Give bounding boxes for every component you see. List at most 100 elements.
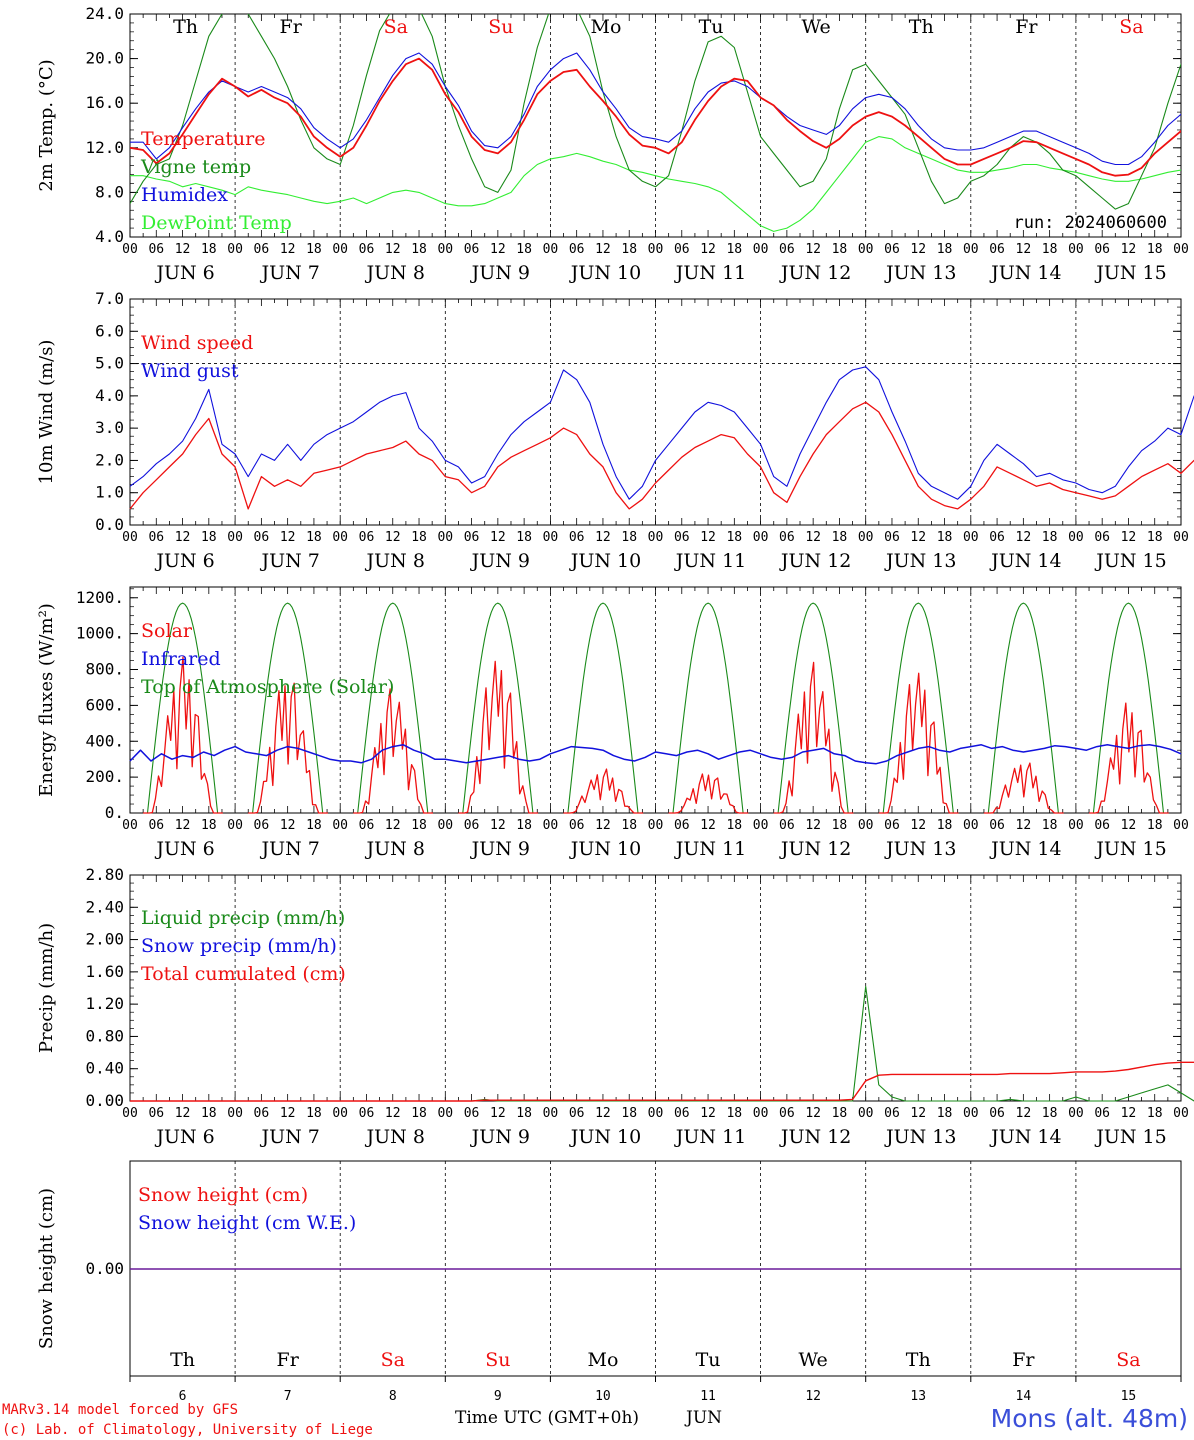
date-label: JUN 7 (259, 1126, 319, 1148)
hour-label: 12 (385, 1106, 401, 1121)
y-tick-label: 200. (85, 767, 124, 786)
y-tick-label: 800. (85, 660, 124, 679)
date-label: JUN 8 (365, 262, 425, 284)
hour-label: 18 (621, 242, 637, 257)
date-label: JUN 9 (470, 1126, 530, 1148)
toa-curve (353, 602, 433, 814)
hour-label: 12 (490, 530, 506, 545)
hour-label: 06 (148, 530, 164, 545)
weekday-label: Fr (1012, 1349, 1035, 1371)
hour-label: 06 (148, 242, 164, 257)
hour-label: 18 (516, 242, 532, 257)
date-label: JUN 13 (884, 838, 956, 860)
hour-label: 12 (910, 242, 926, 257)
weekday-label: Mo (590, 16, 621, 38)
y-tick-label: 0.00 (85, 1259, 124, 1278)
hour-label: 00 (648, 530, 664, 545)
legend-entry: Snow height (cm) (138, 1184, 308, 1206)
date-label: JUN 15 (1094, 550, 1166, 572)
date-label: JUN 15 (1094, 262, 1166, 284)
hour-label: 00 (543, 818, 559, 833)
hour-label: 00 (648, 242, 664, 257)
solar-curve (773, 661, 854, 814)
hour-label: 18 (306, 1106, 322, 1121)
footer-model: MARv3.14 model forced by GFS (2, 1402, 238, 1418)
hour-label: 18 (832, 530, 848, 545)
date-label: JUN 11 (674, 838, 746, 860)
toa-curve (248, 602, 328, 814)
hour-label: 18 (201, 242, 217, 257)
hour-label: 18 (937, 1106, 953, 1121)
weekday-label: We (799, 1349, 828, 1371)
y-tick-label: 0.40 (85, 1059, 124, 1078)
hour-label: 12 (1016, 818, 1032, 833)
y-tick-label: 0.0 (95, 515, 124, 534)
hour-label: 12 (700, 1106, 716, 1121)
hour-label: 00 (858, 242, 874, 257)
hour-label: 18 (411, 530, 427, 545)
toa-curve (458, 602, 538, 814)
y-axis-label: 10m Wind (m/s) (36, 340, 57, 485)
hour-label: 12 (700, 818, 716, 833)
hour-label: 06 (674, 1106, 690, 1121)
hour-label: 06 (359, 530, 375, 545)
hour-label: 06 (569, 818, 585, 833)
y-tick-label: 1.20 (85, 994, 124, 1013)
hour-label: 18 (411, 1106, 427, 1121)
hour-label: 12 (385, 530, 401, 545)
hour-label: 06 (254, 530, 270, 545)
y-tick-label: 24.0 (85, 4, 124, 23)
hour-label: 12 (1121, 242, 1137, 257)
date-number: 14 (1016, 1389, 1032, 1404)
solar-curve (1089, 702, 1169, 814)
hour-label: 18 (937, 242, 953, 257)
hour-label: 06 (674, 818, 690, 833)
hour-label: 12 (385, 818, 401, 833)
y-tick-label: 2.00 (85, 930, 124, 949)
hour-label: 06 (254, 242, 270, 257)
hour-label: 00 (1068, 818, 1084, 833)
hour-label: 18 (516, 1106, 532, 1121)
hour-label: 00 (227, 1106, 243, 1121)
legend-entry: Liquid precip (mm/h) (141, 907, 345, 929)
hour-label: 06 (1094, 242, 1110, 257)
hour-label: 12 (280, 242, 296, 257)
series-line (130, 1061, 1194, 1102)
x-axis-title: Time UTC (GMT+0h) (455, 1408, 639, 1428)
hour-label: 18 (726, 242, 742, 257)
date-label: JUN 15 (1094, 838, 1166, 860)
solar-curve (353, 688, 433, 814)
y-axis-label: Precip (mm/h) (36, 923, 57, 1053)
hour-label: 18 (411, 242, 427, 257)
hour-label: 12 (280, 818, 296, 833)
series-line (130, 57, 1181, 177)
hour-label: 18 (726, 818, 742, 833)
y-tick-label: 2.40 (85, 897, 124, 916)
date-label: JUN 11 (674, 262, 746, 284)
hour-label: 06 (989, 818, 1005, 833)
date-label: JUN 6 (154, 262, 214, 284)
date-label: JUN 11 (674, 1126, 746, 1148)
date-label: JUN 14 (989, 262, 1061, 284)
weekday-label: Su (488, 16, 513, 38)
hour-label: 12 (175, 818, 191, 833)
date-label: JUN 10 (569, 838, 641, 860)
hour-label: 18 (1042, 530, 1058, 545)
hour-label: 12 (175, 242, 191, 257)
hour-label: 00 (858, 818, 874, 833)
hour-label: 06 (989, 1106, 1005, 1121)
hour-label: 06 (989, 242, 1005, 257)
y-tick-label: 2.80 (85, 865, 124, 884)
weekday-label: Mo (587, 1349, 618, 1371)
date-number: 11 (700, 1389, 716, 1404)
hour-label: 12 (595, 242, 611, 257)
y-tick-label: 2.0 (95, 450, 124, 469)
hour-label: 12 (910, 1106, 926, 1121)
date-label: JUN 9 (470, 550, 530, 572)
hour-label: 18 (1147, 530, 1163, 545)
hour-label: 18 (201, 530, 217, 545)
hour-label: 00 (753, 818, 769, 833)
weekday-label: Sa (381, 1349, 405, 1371)
legend-entry: Total cumulated (cm) (141, 963, 346, 985)
